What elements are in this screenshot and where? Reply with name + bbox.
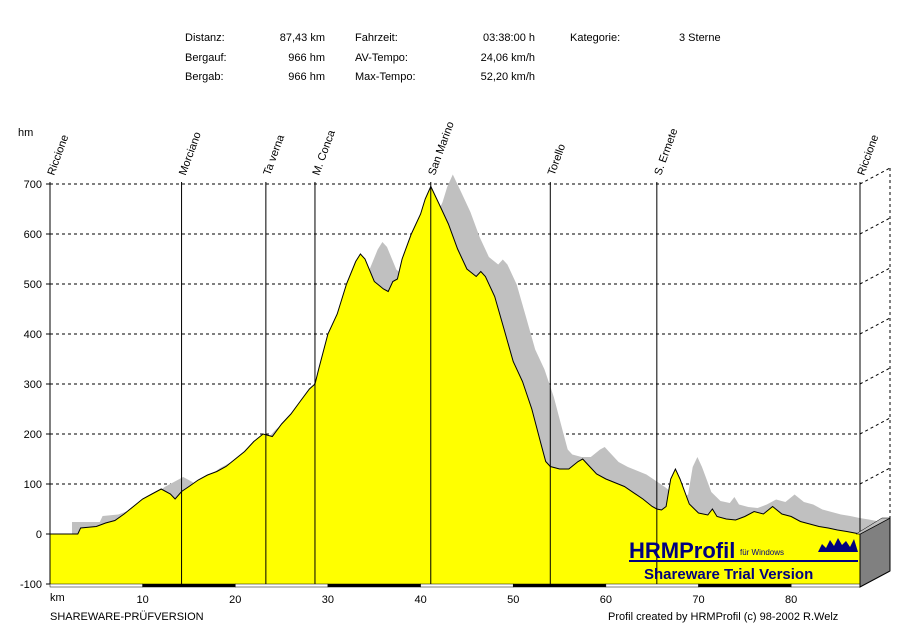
y-tick-label: 600 (24, 229, 42, 241)
waypoint-label: Riccione (856, 133, 882, 177)
profile-outline (50, 185, 861, 535)
footer-shareware: SHAREWARE-PRÜFVERSION (50, 611, 204, 623)
logo-mountain-icon (818, 538, 858, 552)
depth-grid (859, 167, 891, 535)
y-tick-label: 300 (24, 379, 42, 391)
stat-av-label: AV-Tempo: (355, 52, 408, 64)
stat-distanz-value: 87,43 km (279, 32, 325, 44)
x-axis-band (512, 583, 607, 588)
x-axis-band (790, 583, 861, 588)
waypoint-label: S. Ermete (652, 127, 680, 177)
profile-area (50, 186, 860, 584)
axes: 700 600 500 400 300 200 100 0 -100 10 20 30 40 50 60 70… (20, 179, 861, 606)
stat-fahrzeit-label: Fahrzeit: (355, 32, 398, 44)
x-axis-band (142, 583, 236, 588)
x-tick-label: 40 (414, 594, 426, 606)
y-tick-label: -100 (20, 579, 42, 591)
x-tick-label: 70 (692, 594, 704, 606)
logo-banner: Shareware Trial Version (644, 566, 813, 583)
x-axis-band (235, 583, 329, 588)
base-top (855, 517, 891, 535)
x-tick-label: 80 (785, 594, 797, 606)
logo-brand: HRMProfil (629, 538, 735, 563)
x-axis-unit: km (50, 592, 65, 604)
base-slab (855, 517, 891, 588)
stat-max-label: Max-Tempo: (355, 71, 416, 83)
stat-kategorie-label: Kategorie: (570, 32, 621, 44)
x-axis-band (698, 583, 792, 588)
waypoint-label: San Marino (426, 120, 457, 177)
stat-kategorie-value: 3 Sterne (679, 32, 721, 44)
y-tick-label: 500 (24, 279, 42, 291)
waypoint-label: Ta verna (261, 132, 287, 177)
grid-lines (50, 183, 860, 535)
stat-bergauf-value: 966 hm (288, 52, 325, 64)
x-tick-label: 30 (322, 594, 334, 606)
footer-credit: Profil created by HRMProfil (c) 98-2002 … (608, 611, 839, 623)
y-tick-label: 400 (24, 329, 42, 341)
y-tick-label: 0 (36, 529, 42, 541)
x-axis-band (327, 583, 421, 588)
hrmprofil-logo: HRMProfil für Windows Shareware Trial Ve… (629, 538, 858, 583)
stat-bergab-label: Bergab: (185, 71, 224, 83)
depth-diagonal (859, 317, 891, 335)
stat-distanz-label: Distanz: (185, 32, 225, 44)
waypoint-label: Morciano (177, 130, 204, 177)
depth-diagonal (859, 467, 891, 485)
y-axis-unit: hm (18, 127, 34, 139)
logo-sub: für Windows (740, 548, 784, 557)
y-tick-label: 100 (24, 479, 42, 491)
waypoint-label: Riccione (46, 133, 72, 177)
stat-fahrzeit-value: 03:38:00 h (483, 32, 535, 44)
x-axis-band (420, 583, 514, 588)
stat-av-value: 24,06 km/h (480, 52, 535, 64)
x-axis-band (49, 583, 143, 588)
depth-diagonal (859, 267, 891, 285)
stat-bergauf-label: Bergauf: (185, 52, 227, 64)
stat-max-value: 52,20 km/h (480, 71, 535, 83)
depth-diagonal (859, 217, 891, 235)
waypoint-label: Torello (546, 142, 568, 177)
x-axis-band (605, 583, 699, 588)
x-tick-label: 20 (229, 594, 241, 606)
x-tick-label: 60 (600, 594, 612, 606)
stat-bergab-value: 966 hm (288, 71, 325, 83)
depth-diagonal (859, 417, 891, 435)
x-tick-label: 10 (137, 594, 149, 606)
y-tick-label: 200 (24, 429, 42, 441)
y-tick-label: 700 (24, 179, 42, 191)
x-tick-label: 50 (507, 594, 519, 606)
waypoint-label: M. Conca (311, 128, 339, 177)
depth-diagonal (859, 367, 891, 385)
